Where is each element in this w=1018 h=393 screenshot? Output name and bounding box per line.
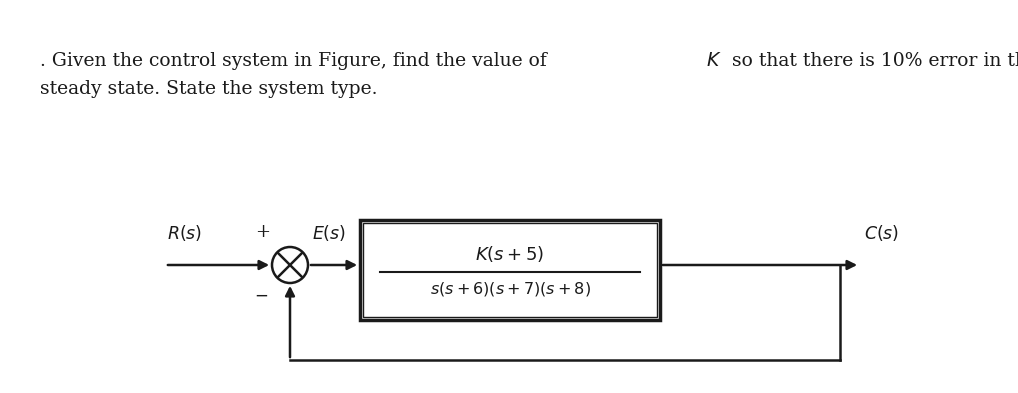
Text: steady state. State the system type.: steady state. State the system type. [40,80,378,98]
Text: $\mathit{K}(\mathit{s}+5)$: $\mathit{K}(\mathit{s}+5)$ [475,244,545,264]
Text: $\mathit{s}(\mathit{s}+6)(\mathit{s}+7)(\mathit{s}+8)$: $\mathit{s}(\mathit{s}+6)(\mathit{s}+7)(… [430,280,590,298]
Text: $-$: $-$ [253,287,268,304]
Text: $\mathit{R}(\mathit{s})$: $\mathit{R}(\mathit{s})$ [167,223,203,243]
Text: . Given the control system in Figure, find the value of: . Given the control system in Figure, fi… [40,52,553,70]
Text: $\mathit{E}(\mathit{s})$: $\mathit{E}(\mathit{s})$ [312,223,346,243]
Text: $\mathit{C}(\mathit{s})$: $\mathit{C}(\mathit{s})$ [864,223,899,243]
Text: +: + [254,223,270,241]
Bar [360,220,660,320]
Text: so that there is 10% error in the: so that there is 10% error in the [726,52,1018,70]
Bar [363,223,657,317]
Text: $\mathit{K}$: $\mathit{K}$ [705,52,722,70]
